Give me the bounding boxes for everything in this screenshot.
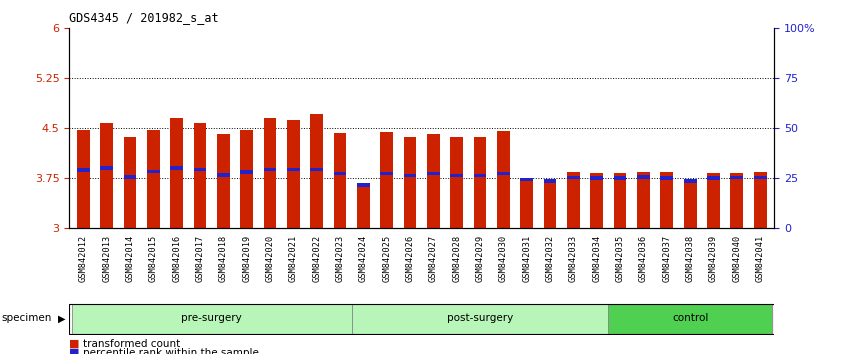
FancyBboxPatch shape (608, 304, 772, 334)
Text: ■: ■ (69, 348, 80, 354)
Bar (520, 179, 533, 228)
Bar (707, 173, 720, 228)
Bar (591, 177, 603, 180)
Bar (77, 130, 90, 228)
Bar (310, 168, 323, 171)
Bar (124, 175, 136, 179)
Bar (240, 171, 253, 174)
Bar (77, 169, 90, 172)
Bar (264, 168, 277, 171)
Bar (381, 172, 393, 176)
Bar (754, 176, 766, 179)
Bar (357, 183, 370, 187)
Text: specimen: specimen (2, 313, 52, 323)
Text: ■: ■ (69, 339, 80, 349)
Bar (101, 166, 113, 170)
Bar (567, 172, 580, 228)
Bar (427, 172, 440, 176)
Bar (427, 134, 440, 228)
Bar (684, 179, 696, 183)
Text: transformed count: transformed count (83, 339, 180, 349)
Bar (101, 123, 113, 228)
FancyBboxPatch shape (72, 304, 352, 334)
Bar (520, 178, 533, 182)
Bar (613, 173, 627, 228)
Bar (707, 177, 720, 180)
FancyBboxPatch shape (352, 304, 608, 334)
Text: pre-surgery: pre-surgery (181, 313, 242, 323)
Bar (497, 172, 510, 176)
Bar (730, 176, 743, 179)
Bar (310, 114, 323, 228)
Bar (170, 118, 183, 228)
Bar (730, 173, 743, 228)
Bar (613, 177, 627, 180)
Bar (264, 118, 277, 228)
Bar (404, 174, 416, 177)
Bar (497, 131, 510, 228)
Bar (333, 172, 347, 176)
Text: percentile rank within the sample: percentile rank within the sample (83, 348, 259, 354)
Bar (240, 130, 253, 228)
Bar (147, 130, 160, 228)
Bar (194, 168, 206, 171)
Bar (661, 172, 673, 228)
Bar (637, 175, 650, 179)
Bar (637, 172, 650, 228)
Bar (661, 177, 673, 180)
Bar (567, 176, 580, 179)
Bar (474, 174, 486, 177)
Bar (124, 137, 136, 228)
Bar (147, 170, 160, 173)
Bar (544, 182, 557, 228)
Bar (170, 166, 183, 170)
Bar (404, 137, 416, 228)
Text: GDS4345 / 201982_s_at: GDS4345 / 201982_s_at (69, 11, 219, 24)
Bar (754, 172, 766, 228)
Bar (357, 187, 370, 228)
Text: ▶: ▶ (58, 313, 65, 323)
Bar (333, 133, 347, 228)
Bar (217, 173, 230, 177)
Bar (684, 181, 696, 228)
Bar (450, 137, 463, 228)
Bar (287, 168, 299, 171)
Bar (381, 132, 393, 228)
Bar (450, 174, 463, 177)
Bar (474, 137, 486, 228)
Bar (194, 123, 206, 228)
Bar (287, 120, 299, 228)
Text: control: control (672, 313, 708, 323)
Bar (217, 134, 230, 228)
Bar (544, 179, 557, 183)
Bar (591, 173, 603, 228)
Text: post-surgery: post-surgery (447, 313, 514, 323)
